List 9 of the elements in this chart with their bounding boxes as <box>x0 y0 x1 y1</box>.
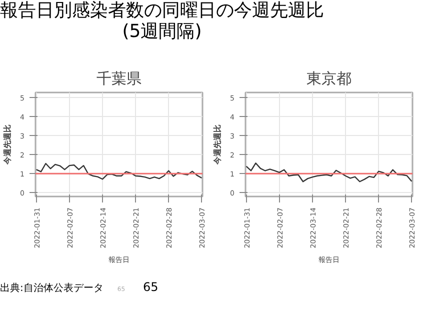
text: 65 <box>143 280 158 294</box>
chart-title: 東京都 <box>306 70 352 88</box>
line-series <box>246 162 412 182</box>
y-axis-title: 今週先週比 <box>3 124 12 166</box>
source-note: 出典:自治体公表データ <box>0 283 104 294</box>
text: 報告日別感染者数の同曜日の今週先週比 (5週間隔) <box>0 0 324 42</box>
y-axis-title: 今週先週比 <box>213 124 222 166</box>
line-series <box>36 162 202 180</box>
chart-title: 千葉県 <box>96 70 142 88</box>
